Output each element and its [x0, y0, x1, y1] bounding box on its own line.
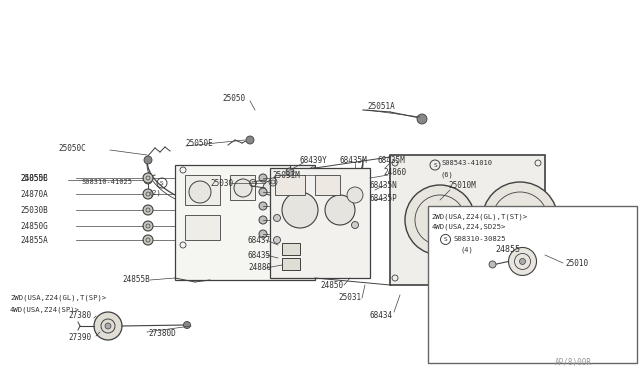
Circle shape: [273, 215, 280, 221]
Text: 2WD(USA,Z24(GL),T(ST)>: 2WD(USA,Z24(GL),T(ST)>: [431, 213, 528, 220]
Circle shape: [351, 221, 358, 228]
Text: 24870A: 24870A: [20, 189, 48, 199]
Bar: [428, 206, 637, 363]
Bar: [315, 175, 340, 195]
Circle shape: [325, 195, 355, 225]
Bar: [230, 175, 255, 200]
Circle shape: [246, 136, 254, 144]
Text: 68439Y: 68439Y: [300, 155, 328, 164]
Circle shape: [347, 187, 363, 203]
Text: 68435M: 68435M: [340, 155, 368, 164]
Text: 4WD(USA,Z24(SP)>: 4WD(USA,Z24(SP)>: [10, 307, 80, 313]
Circle shape: [189, 181, 211, 203]
Text: S08310-30825: S08310-30825: [454, 237, 506, 243]
Bar: [175, 165, 315, 280]
Text: 24850G: 24850G: [20, 221, 48, 231]
Bar: [282, 243, 300, 255]
Text: 24850: 24850: [320, 280, 343, 289]
Circle shape: [489, 261, 496, 268]
Text: 25031M: 25031M: [272, 170, 300, 180]
Text: 25010M: 25010M: [448, 180, 476, 189]
Text: 25051A: 25051A: [367, 102, 395, 110]
Circle shape: [144, 156, 152, 164]
Text: 24855B: 24855B: [122, 276, 150, 285]
Text: 2WD(USA,Z24(GL),T(SP)>: 2WD(USA,Z24(GL),T(SP)>: [10, 295, 106, 301]
Circle shape: [143, 189, 153, 199]
Circle shape: [259, 216, 267, 224]
Circle shape: [105, 323, 111, 329]
Circle shape: [144, 176, 152, 184]
Text: 68435P: 68435P: [370, 193, 397, 202]
Text: 25030: 25030: [210, 179, 233, 187]
Text: 24860: 24860: [383, 167, 406, 176]
Text: 24855A: 24855A: [20, 235, 48, 244]
Text: 24855: 24855: [495, 245, 520, 254]
Text: 27390: 27390: [68, 334, 91, 343]
Text: S08543-41010: S08543-41010: [442, 160, 493, 166]
Text: S08310-41025: S08310-41025: [81, 179, 132, 185]
Text: 68437: 68437: [248, 235, 271, 244]
Text: 4WD(USA,Z24,SD25>: 4WD(USA,Z24,SD25>: [431, 223, 506, 230]
Bar: [275, 175, 305, 195]
Text: S: S: [160, 180, 164, 186]
Text: S: S: [433, 163, 437, 167]
Text: AP/8)00R: AP/8)00R: [555, 357, 592, 366]
Text: 25010: 25010: [565, 259, 588, 267]
Circle shape: [273, 237, 280, 244]
Text: 68435M: 68435M: [378, 155, 406, 164]
Text: 25050B: 25050B: [20, 173, 48, 183]
Text: 24855C: 24855C: [20, 173, 48, 183]
Circle shape: [271, 180, 275, 184]
Text: 25030B: 25030B: [20, 205, 48, 215]
Circle shape: [405, 185, 475, 255]
Circle shape: [259, 174, 267, 182]
Text: 25050: 25050: [222, 93, 245, 103]
Circle shape: [184, 321, 191, 328]
Circle shape: [143, 235, 153, 245]
Bar: [390, 155, 545, 285]
Circle shape: [520, 259, 525, 264]
Circle shape: [259, 230, 267, 238]
Text: 68435N: 68435N: [370, 180, 397, 189]
Circle shape: [143, 205, 153, 215]
Text: 25031: 25031: [338, 294, 361, 302]
Circle shape: [509, 247, 536, 275]
Text: 68435: 68435: [248, 250, 271, 260]
Text: 68434: 68434: [370, 311, 393, 320]
Text: 25050E: 25050E: [185, 138, 212, 148]
Circle shape: [259, 188, 267, 196]
Circle shape: [282, 192, 318, 228]
Bar: [282, 258, 300, 270]
Circle shape: [143, 221, 153, 231]
Text: (2): (2): [148, 190, 161, 196]
Circle shape: [263, 181, 277, 195]
Text: 25050C: 25050C: [58, 144, 86, 153]
Circle shape: [259, 202, 267, 210]
Bar: [185, 175, 220, 205]
Circle shape: [286, 168, 294, 176]
Circle shape: [94, 312, 122, 340]
Circle shape: [234, 179, 252, 197]
Text: S: S: [444, 237, 447, 242]
Circle shape: [417, 114, 427, 124]
Circle shape: [482, 182, 558, 258]
Circle shape: [143, 173, 153, 183]
Text: (4): (4): [461, 246, 473, 253]
Bar: [270, 168, 370, 278]
Bar: [185, 215, 220, 240]
Text: 27380: 27380: [68, 311, 91, 321]
Text: (6): (6): [440, 172, 452, 178]
Text: 27380D: 27380D: [148, 328, 176, 337]
Text: 24880: 24880: [248, 263, 271, 273]
